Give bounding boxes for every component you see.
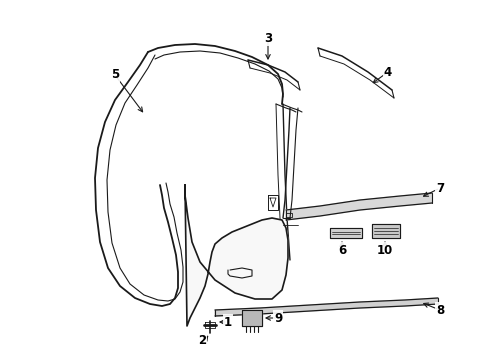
Text: 6: 6 (338, 243, 346, 256)
Polygon shape (215, 298, 438, 316)
Text: 3: 3 (264, 31, 272, 45)
Polygon shape (330, 228, 362, 238)
Text: 9: 9 (274, 311, 282, 324)
Text: 7: 7 (436, 181, 444, 194)
Polygon shape (372, 224, 400, 238)
Polygon shape (242, 310, 262, 326)
Text: 8: 8 (436, 303, 444, 316)
Text: 2: 2 (198, 333, 206, 346)
Polygon shape (286, 193, 432, 220)
Text: 10: 10 (377, 243, 393, 256)
Text: 4: 4 (384, 66, 392, 78)
Polygon shape (185, 185, 288, 326)
Text: 1: 1 (224, 315, 232, 328)
Text: 5: 5 (111, 68, 119, 81)
